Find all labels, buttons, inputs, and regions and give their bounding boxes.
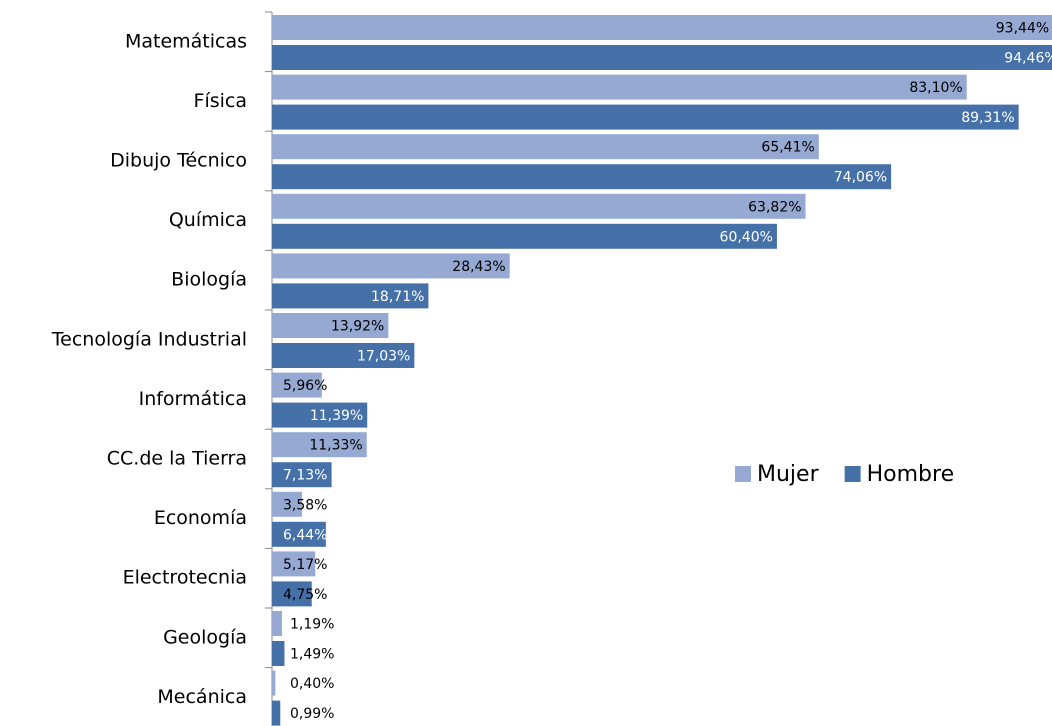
value-label: 93,44%: [996, 21, 1049, 37]
value-label: 65,41%: [761, 140, 814, 156]
bar: [272, 134, 819, 160]
bar: [272, 641, 285, 666]
bar: [272, 462, 332, 488]
value-label: 5,17%: [283, 557, 327, 573]
bar: [272, 164, 892, 190]
value-label: 1,19%: [290, 617, 334, 633]
legend-label: Mujer: [757, 462, 820, 487]
value-label: 0,40%: [290, 676, 334, 692]
value-label: 28,43%: [452, 259, 505, 275]
value-label: 13,92%: [331, 319, 384, 335]
bar: [272, 611, 282, 636]
bar: [272, 15, 1052, 40]
category-label: Informática: [139, 388, 247, 410]
value-label: 1,49%: [290, 647, 334, 663]
value-label: 5,96%: [283, 378, 327, 394]
value-label: 3,58%: [283, 497, 327, 513]
category-label: Mecánica: [157, 686, 247, 708]
value-label: 17,03%: [357, 349, 410, 365]
category-label: Tecnología Industrial: [51, 328, 247, 350]
legend-label: Hombre: [867, 462, 955, 487]
value-label: 63,82%: [748, 199, 801, 215]
value-label: 11,33%: [309, 438, 362, 454]
value-label: 4,75%: [283, 587, 327, 603]
bar: [272, 670, 276, 696]
category-label: Matemáticas: [125, 30, 247, 52]
value-label: 0,99%: [290, 706, 334, 722]
bar: [272, 253, 510, 279]
bar: [272, 104, 1019, 130]
value-label: 11,39%: [310, 408, 363, 424]
bar: [272, 700, 281, 726]
bar: [272, 491, 302, 517]
value-label: 6,44%: [283, 527, 327, 543]
value-label: 94,46%: [1004, 51, 1052, 67]
bar: [272, 223, 777, 249]
bar: [272, 193, 806, 219]
bar: [272, 551, 316, 577]
value-label: 83,10%: [909, 80, 962, 96]
bar: [272, 283, 429, 309]
bar: [272, 581, 312, 607]
category-label: CC.de la Tierra: [107, 448, 247, 470]
category-label: Economía: [154, 507, 247, 529]
category-label: Electrotecnia: [123, 567, 247, 589]
bar: [272, 45, 1052, 70]
bar: [272, 313, 389, 338]
value-label: 18,71%: [371, 289, 424, 305]
bar: [272, 372, 322, 398]
legend-swatch: [844, 466, 861, 482]
category-label: Biología: [171, 269, 247, 291]
bar: [272, 343, 415, 368]
value-label: 60,40%: [720, 229, 773, 245]
category-label: Física: [194, 90, 247, 112]
bar: [272, 432, 367, 458]
category-label: Química: [169, 209, 247, 231]
value-label: 89,31%: [961, 110, 1014, 126]
value-label: 7,13%: [283, 468, 327, 484]
bar: [272, 521, 326, 547]
legend-swatch: [735, 466, 751, 482]
bar: [272, 402, 368, 428]
bar: [272, 74, 967, 100]
category-label: Dibujo Técnico: [110, 150, 247, 172]
category-label: Geología: [163, 626, 247, 648]
value-label: 74,06%: [834, 170, 887, 186]
